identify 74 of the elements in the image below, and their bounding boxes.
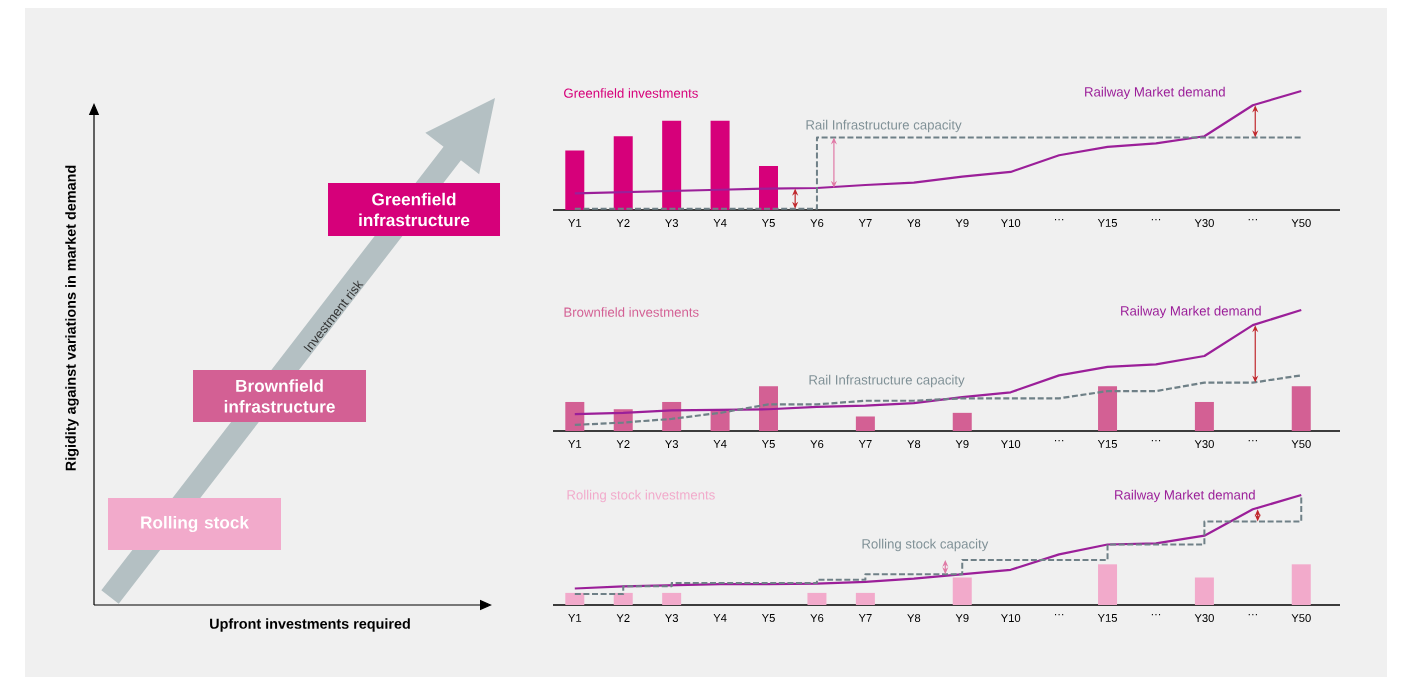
x-tick-label: Y10 <box>1000 219 1021 227</box>
x-tick-label: … <box>1248 440 1257 442</box>
x-tick-label: Y4 <box>713 219 727 227</box>
x-tick-label: Y1 <box>568 440 582 448</box>
x-tick-label: Y4 <box>713 614 727 622</box>
text: Rigidity against variations in market demand <box>65 165 79 471</box>
x-tick-label: … <box>1151 219 1161 221</box>
x-tick-label: Y15 <box>1097 614 1118 622</box>
x-tick-label: Y7 <box>858 440 872 448</box>
series-label: Greenfield investments <box>564 88 698 98</box>
x-tick-label: Y6 <box>810 440 824 448</box>
x-tick-label: Y9 <box>955 440 969 448</box>
x-tick-label: Y6 <box>810 219 824 227</box>
series-label: Rail Infrastructure capacity <box>806 119 962 133</box>
x-tick-label: Y15 <box>1097 219 1118 227</box>
x-tick-label: Y9 <box>955 614 969 622</box>
x-tick-label: … <box>1248 219 1257 221</box>
x-tick-label: Y30 <box>1194 219 1214 227</box>
bar <box>759 386 779 431</box>
bar <box>613 136 633 210</box>
x-tick-label: Y8 <box>907 440 921 448</box>
text: Rolling stock <box>141 515 249 533</box>
bar <box>710 120 730 210</box>
x-tick-label: Y50 <box>1291 614 1311 622</box>
text: Rolling stock investments <box>567 489 715 503</box>
bar <box>662 120 682 210</box>
x-tick-label: … <box>1055 219 1064 221</box>
x-tick-label: Y1 <box>568 614 582 622</box>
x-tick-label: Y7 <box>858 219 872 227</box>
x-tick-label: Y9 <box>955 219 969 227</box>
x-tick-label: Y2 <box>616 219 630 227</box>
x-tick-label: Y10 <box>1000 440 1021 448</box>
text: Brownfield infrastructure <box>224 379 335 413</box>
x-tick-label: … <box>1151 614 1161 616</box>
x-tick-label: Y3 <box>665 614 679 622</box>
x-tick-label: Y1 <box>568 219 582 227</box>
x-tick-label: … <box>1248 614 1257 616</box>
x-tick-label: Y30 <box>1194 440 1214 448</box>
x-tick-label: Y50 <box>1291 440 1311 448</box>
bar <box>759 165 779 210</box>
bar <box>855 416 875 431</box>
x-tick-label: Y6 <box>810 614 824 622</box>
x-tick-label: Y8 <box>907 614 921 622</box>
x-tick-label: Y2 <box>616 614 630 622</box>
x-tick-label: Y7 <box>858 614 872 622</box>
series-label: Rail Infrastructure capacity <box>809 374 965 388</box>
bar <box>1291 386 1311 431</box>
series-label: Railway Market demand <box>1085 86 1225 100</box>
bar <box>1098 386 1118 431</box>
series-label: Rolling stock capacity <box>862 538 989 552</box>
x-tick-label: Y30 <box>1194 614 1214 622</box>
x-tick-label: Y2 <box>616 440 630 448</box>
bar <box>565 150 585 210</box>
x-tick-label: Y50 <box>1291 219 1311 227</box>
x-tick-label: Y15 <box>1097 440 1118 448</box>
x-tick-label: … <box>1151 440 1161 442</box>
series-label: Railway Market demand <box>1121 305 1261 319</box>
x-tick-label: … <box>1055 440 1064 442</box>
x-tick-label: Y5 <box>761 614 775 622</box>
bar <box>565 401 585 431</box>
text: Upfront investments required <box>210 618 410 632</box>
text: Greenfield infrastructure <box>359 192 470 227</box>
x-tick-label: Y5 <box>761 219 775 227</box>
x-tick-label: Y4 <box>713 440 727 448</box>
x-tick-label: Y5 <box>761 440 775 448</box>
x-tick-label: … <box>1055 614 1064 616</box>
bar <box>1194 401 1214 431</box>
bar <box>952 412 972 431</box>
x-tick-label: Y8 <box>907 219 921 227</box>
series-label: Railway Market demand <box>1115 489 1255 503</box>
x-tick-label: Y10 <box>1000 614 1021 622</box>
x-tick-label: Y3 <box>665 440 679 448</box>
x-tick-label: Y3 <box>665 219 679 227</box>
text: Brownfield investments <box>564 307 699 317</box>
